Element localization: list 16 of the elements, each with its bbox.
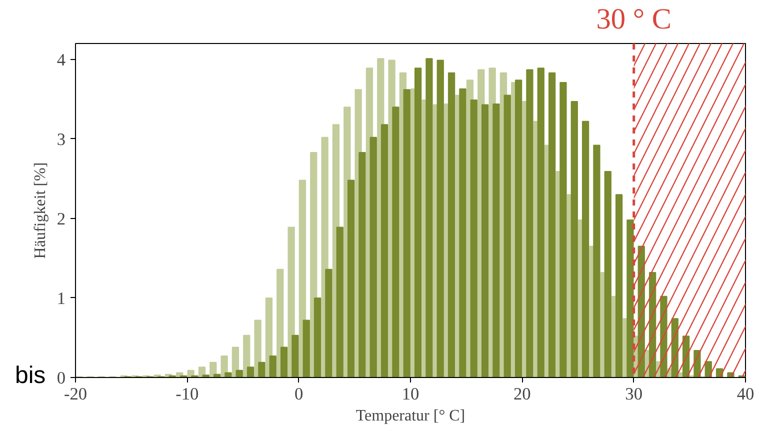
x-tick-label: 0 <box>294 384 304 404</box>
text: bis <box>15 361 46 391</box>
ref-line-label: 30 ° C <box>596 4 672 36</box>
y-tick-label: 1 <box>56 288 66 308</box>
y-tick-label: 4 <box>56 50 66 70</box>
y-tick-label: 0 <box>56 368 66 388</box>
x-axis-title: Temperatur [° C] <box>356 408 466 424</box>
x-tick-label: 20 <box>514 384 531 404</box>
x-tick-label: 10 <box>402 384 420 404</box>
y-axis-title: Häufigkeit [%] <box>32 162 49 259</box>
x-tick-label: 30 <box>625 384 642 404</box>
x-tick-label: -20 <box>64 384 88 404</box>
x-tick-label: 40 <box>736 384 754 404</box>
y-tick-label: 3 <box>56 130 66 149</box>
x-tick-label: -10 <box>176 384 199 404</box>
y-tick-label: 2 <box>56 209 66 228</box>
